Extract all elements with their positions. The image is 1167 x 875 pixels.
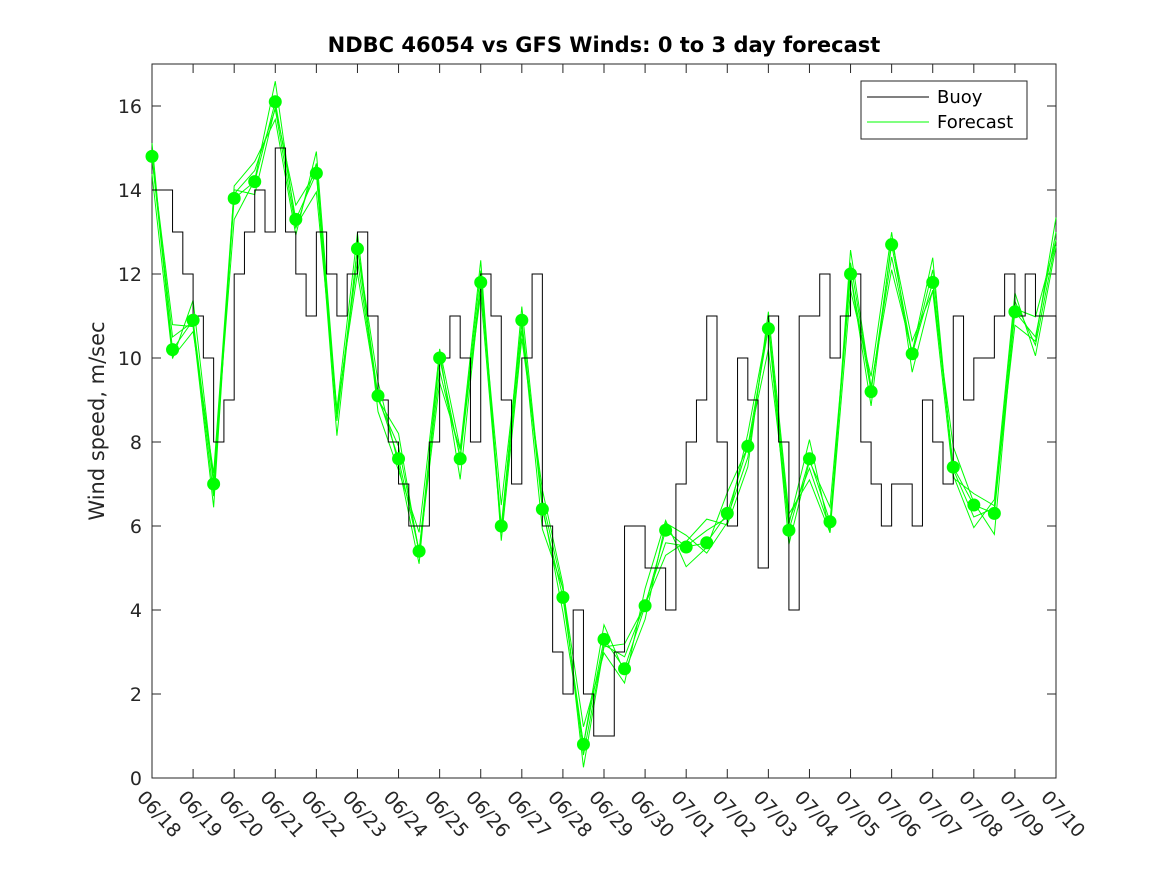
y-tick-label: 2 [130,684,142,706]
forecast-marker [618,662,632,676]
forecast-marker [227,191,241,205]
forecast-marker [659,523,673,537]
forecast-marker [207,477,221,491]
forecast-marker [967,498,981,512]
legend-buoy-label: Buoy [937,87,983,108]
forecast-marker [823,515,837,529]
y-tick-label: 16 [118,96,142,118]
forecast-marker [597,632,611,646]
forecast-marker [268,95,282,109]
forecast-marker [700,536,714,550]
forecast-marker [515,313,529,327]
forecast-marker [987,506,1001,520]
chart-title: NDBC 46054 vs GFS Winds: 0 to 3 day fore… [328,33,881,57]
legend-box [860,80,1028,140]
forecast-marker [145,149,159,163]
legend-forecast-label: Forecast [937,112,1013,133]
y-tick-label: 12 [118,264,142,286]
forecast-marker [494,519,508,533]
forecast-ensemble-line [151,106,1057,745]
forecast-marker [946,460,960,474]
forecast-marker [679,540,693,554]
forecast-marker [371,389,385,403]
forecast-ensemble-line [151,81,1057,727]
forecast-marker [741,439,755,453]
legend: Buoy Forecast [860,80,1028,140]
forecast-marker [864,385,878,399]
y-tick-label: 0 [130,768,142,790]
forecast-marker [433,351,447,365]
forecast-marker [926,275,940,289]
forecast-marker [350,242,364,256]
forecast-marker-layer [145,95,1022,751]
forecast-marker [576,737,590,751]
forecast-marker [166,343,180,357]
forecast-marker [412,544,426,558]
forecast-marker [289,212,303,226]
plot-area [151,63,1057,779]
forecast-marker [309,166,323,180]
forecast-marker [186,313,200,327]
forecast-marker [535,502,549,516]
forecast-marker [474,275,488,289]
forecast-marker [905,347,919,361]
y-tick-label: 6 [130,516,142,538]
forecast-marker [453,452,467,466]
forecast-marker [802,452,816,466]
y-tick-label: 14 [118,180,142,202]
forecast-marker [556,590,570,604]
forecast-marker [638,599,652,613]
forecast-marker [885,238,899,252]
forecast-marker [392,452,406,466]
forecast-marker [248,175,262,189]
forecast-marker [1008,305,1022,319]
y-tick-label: 10 [118,348,142,370]
y-tick-label: 8 [130,432,142,454]
forecast-marker [844,267,858,281]
forecast-marker [720,506,734,520]
y-tick-label: 4 [130,600,142,622]
forecast-marker [761,322,775,336]
y-axis: 0 2 4 6 8 10 12 14 16 [118,96,1056,790]
forecast-marker [782,523,796,537]
y-axis-label: Wind speed, m/sec [85,321,109,520]
buoy-line [152,147,1057,737]
